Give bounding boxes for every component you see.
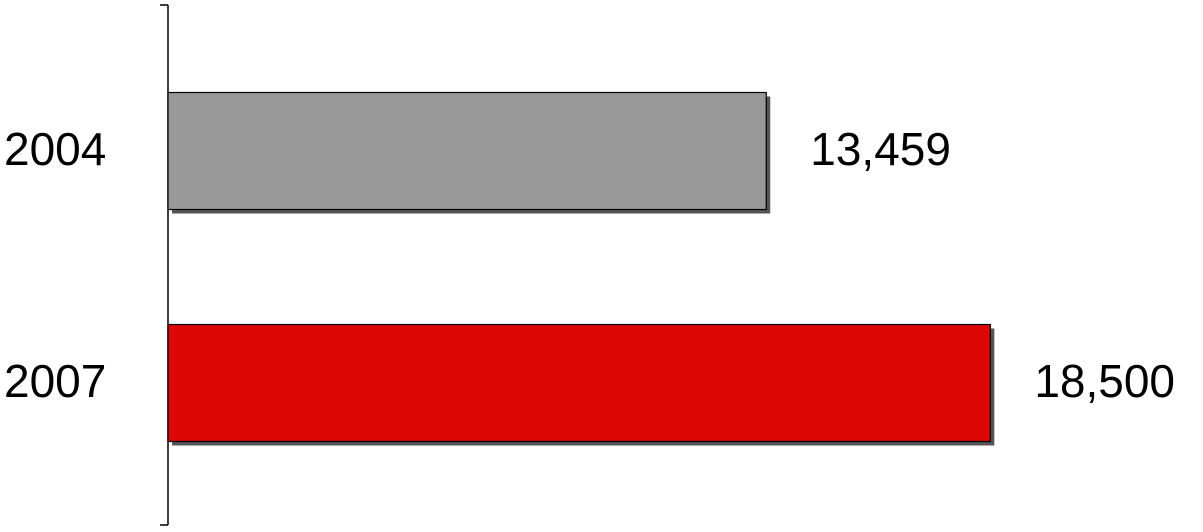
- value-label: 18,500: [1034, 355, 1175, 407]
- value-label: 13,459: [810, 123, 951, 175]
- category-label: 2007: [4, 355, 106, 407]
- bar: [167, 323, 991, 443]
- category-label: 2004: [4, 123, 106, 175]
- bar: [167, 91, 767, 211]
- axis: [160, 4, 169, 526]
